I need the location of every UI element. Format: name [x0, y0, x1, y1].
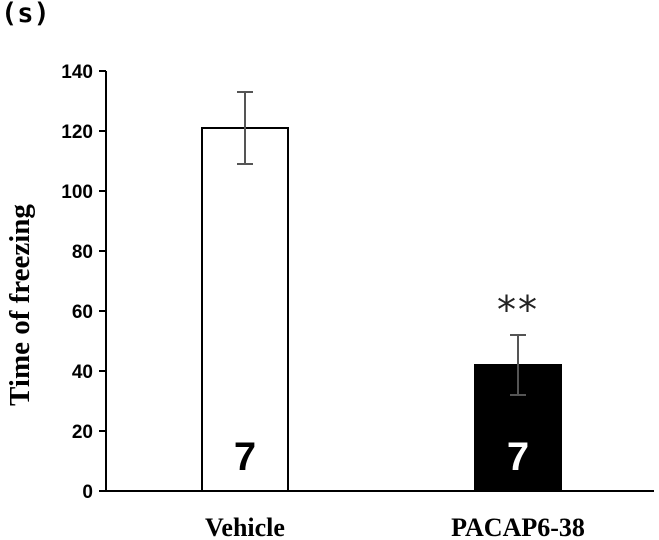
y-tick-label: 80 [72, 242, 93, 263]
y-tick-label: 0 [82, 482, 93, 503]
bar-1 [474, 364, 562, 492]
n-label: 7 [234, 435, 256, 479]
y-ticks: 0 20 40 60 80 100 120 140 [61, 62, 106, 503]
y-tick-label: 40 [72, 362, 93, 383]
x-category-label: Vehicle [205, 513, 285, 540]
y-tick-label: 60 [72, 302, 93, 323]
significance-label: ** [497, 288, 539, 332]
x-category-label: PACAP6-38 [451, 513, 585, 540]
n-label: 7 [507, 435, 529, 479]
bars: 7 7 ** [201, 91, 562, 492]
y-tick-label: 100 [61, 182, 93, 203]
x-labels: Vehicle PACAP6-38 [205, 513, 585, 540]
y-tick-label: 20 [72, 422, 93, 443]
y-unit-label: (s) [1, 0, 50, 29]
y-tick-label: 140 [61, 62, 93, 83]
y-tick-label: 120 [61, 122, 93, 143]
y-axis-title: Time of freezing [4, 204, 36, 406]
